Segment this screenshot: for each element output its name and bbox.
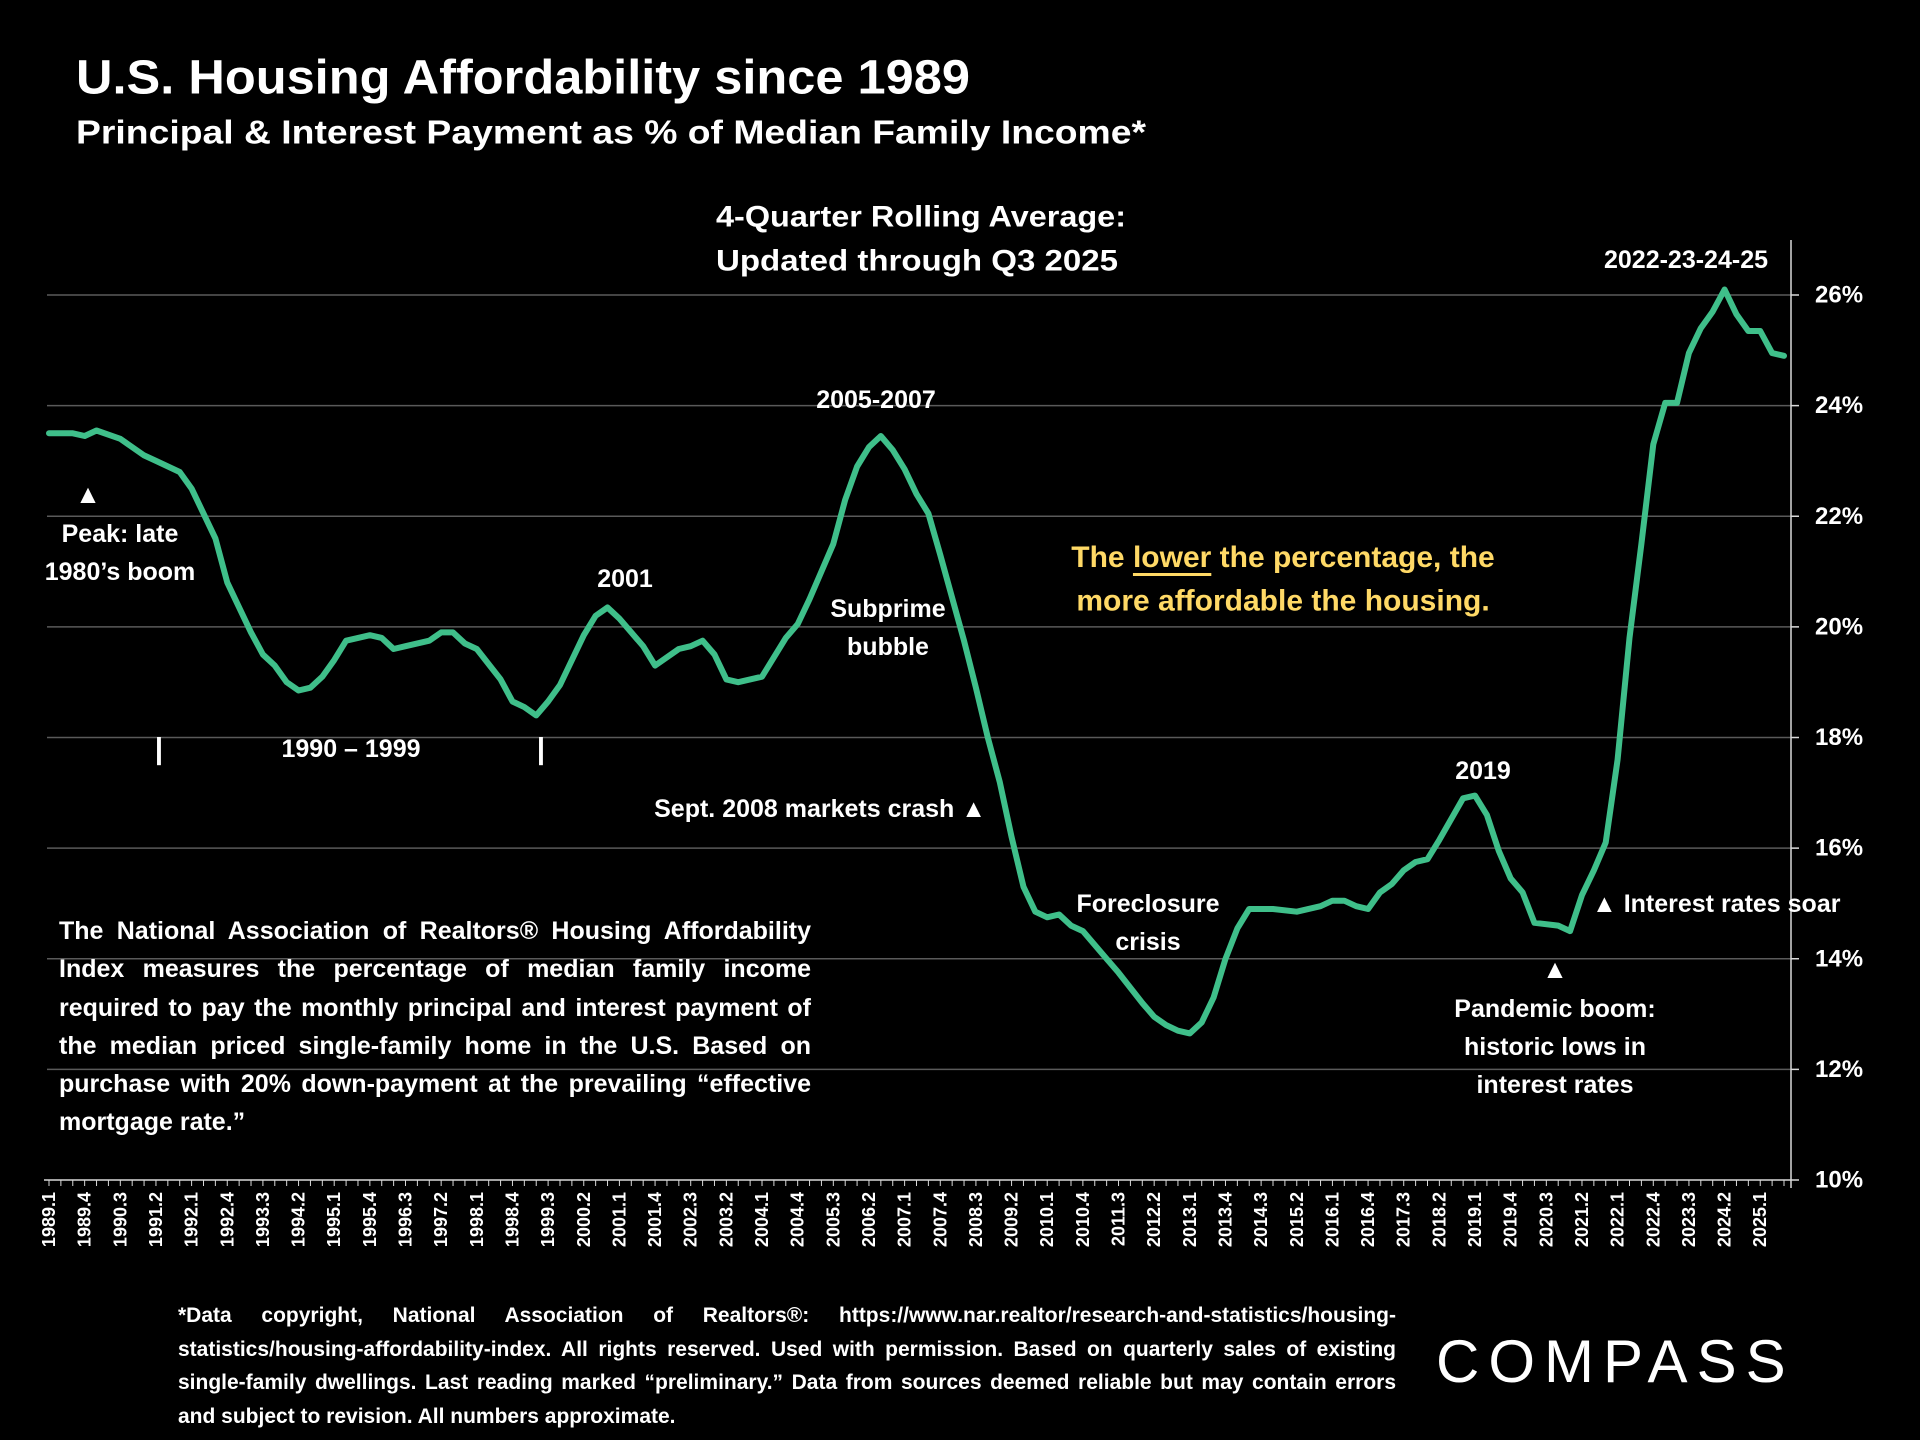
annotation-pandemic-line1: Pandemic boom: bbox=[1454, 995, 1655, 1023]
x-tick-label: 2009.2 bbox=[1002, 1192, 1022, 1247]
x-tick-label: 1998.4 bbox=[502, 1192, 522, 1247]
y-tick-label: 10% bbox=[1815, 1167, 1863, 1194]
x-tick-label: 2013.1 bbox=[1180, 1192, 1200, 1247]
x-axis: 1989.1 1989.4 1990.3 1991.2 1992.1 1992.4 1993… bbox=[39, 1179, 1791, 1247]
x-tick-label: 2008.3 bbox=[966, 1192, 986, 1247]
footnote: *Data copyright, National Association of… bbox=[178, 1304, 1396, 1428]
x-tick-label: 1995.4 bbox=[360, 1192, 380, 1247]
annotation-crash-2008: Sept. 2008 markets crash ▲ bbox=[654, 795, 986, 823]
x-tick-label: 2013.4 bbox=[1215, 1192, 1235, 1247]
y-tick-label: 22% bbox=[1815, 503, 1863, 530]
annotation-pandemic-line3: interest rates bbox=[1476, 1071, 1633, 1099]
x-tick-label: 1992.4 bbox=[217, 1192, 237, 1247]
pandemic-triangle: ▲ bbox=[1542, 954, 1568, 984]
annotation-2005-2007: 2005-2007 bbox=[816, 386, 936, 414]
annotation-decade: 1990 – 1999 bbox=[281, 735, 420, 763]
y-tick-label: 16% bbox=[1815, 835, 1863, 862]
x-tick-label: 2000.2 bbox=[574, 1192, 594, 1247]
x-tick-label: 1997.2 bbox=[431, 1192, 451, 1247]
annotation-2022-2025: 2022-23-24-25 bbox=[1604, 246, 1768, 274]
annotation-rates-soar: ▲ Interest rates soar bbox=[1592, 890, 1841, 918]
affordability-callout-line2: more affordable the housing. bbox=[1076, 585, 1489, 618]
x-tick-label: 1989.4 bbox=[75, 1192, 95, 1247]
x-tick-label: 2015.2 bbox=[1287, 1192, 1307, 1247]
callout-post: the percentage, the bbox=[1211, 541, 1494, 574]
chart-note-line2: Updated through Q3 2025 bbox=[716, 245, 1118, 278]
x-tick-label: 2021.2 bbox=[1572, 1192, 1592, 1247]
y-tick-label: 12% bbox=[1815, 1056, 1863, 1083]
x-tick-label: 1990.3 bbox=[110, 1192, 130, 1247]
x-tick-label: 2014.3 bbox=[1251, 1192, 1271, 1247]
y-tick-label: 18% bbox=[1815, 724, 1863, 751]
annotation-subprime-line2: bubble bbox=[847, 633, 929, 661]
annotation-subprime-line1: Subprime bbox=[830, 595, 945, 623]
x-tick-label: 2022.4 bbox=[1643, 1192, 1663, 1247]
x-tick-label: 2010.1 bbox=[1037, 1192, 1057, 1247]
gridlines bbox=[47, 294, 1791, 1071]
x-tick-label: 2017.3 bbox=[1394, 1192, 1414, 1247]
x-tick-label: 2025.1 bbox=[1750, 1192, 1770, 1247]
x-tick-label: 1999.3 bbox=[538, 1192, 558, 1247]
x-tick-label: 2012.2 bbox=[1144, 1192, 1164, 1247]
x-tick-label: 2020.3 bbox=[1536, 1192, 1556, 1247]
annotation-foreclosure-line1: Foreclosure bbox=[1076, 890, 1219, 918]
x-tick-label: 2016.4 bbox=[1358, 1192, 1378, 1247]
callout-underlined: lower bbox=[1133, 541, 1212, 574]
x-tick-label: 1994.2 bbox=[289, 1192, 309, 1247]
x-tick-label: 2005.3 bbox=[823, 1192, 843, 1247]
annotation-2019: 2019 bbox=[1455, 757, 1511, 785]
compass-logo: COMPASS bbox=[1436, 1328, 1795, 1395]
annotation-2001: 2001 bbox=[597, 565, 653, 593]
x-tick-label: 1995.1 bbox=[324, 1192, 344, 1247]
index-description: The National Association of Realtors® Ho… bbox=[59, 917, 811, 1137]
x-tick-label: 1992.1 bbox=[182, 1192, 202, 1247]
x-tick-label: 2023.3 bbox=[1679, 1192, 1699, 1247]
x-tick-label: 2004.1 bbox=[752, 1192, 772, 1247]
page-subtitle: Principal & Interest Payment as % of Med… bbox=[76, 114, 1146, 151]
x-tick-label: 1998.1 bbox=[467, 1192, 487, 1247]
decade-end-marker: | bbox=[537, 733, 545, 766]
annotation-peak-line1: Peak: late bbox=[62, 520, 179, 548]
x-tick-label: 1993.3 bbox=[253, 1192, 273, 1247]
x-tick-label: 2007.4 bbox=[930, 1192, 950, 1247]
annotations: ▲ Peak: late 1980’s boom | | 1990 – 1999… bbox=[45, 246, 1841, 1099]
x-tick-label: 2007.1 bbox=[895, 1192, 915, 1247]
x-tick-label: 2019.4 bbox=[1501, 1192, 1521, 1247]
x-tick-label: 2001.1 bbox=[609, 1192, 629, 1247]
chart-note-line1: 4-Quarter Rolling Average: bbox=[716, 201, 1126, 234]
decade-start-marker: | bbox=[155, 733, 163, 766]
callout-pre: The bbox=[1071, 541, 1133, 574]
annotation-pandemic-line2: historic lows in bbox=[1464, 1033, 1646, 1061]
y-tick-label: 20% bbox=[1815, 613, 1863, 640]
x-tick-label: 2001.4 bbox=[645, 1192, 665, 1247]
y-tick-label: 26% bbox=[1815, 282, 1863, 309]
series-line bbox=[46, 286, 1787, 1037]
x-tick-label: 1989.1 bbox=[39, 1192, 59, 1247]
x-tick-label: 2016.1 bbox=[1322, 1192, 1342, 1247]
x-tick-label: 2011.3 bbox=[1109, 1192, 1129, 1246]
peak-triangle: ▲ bbox=[75, 479, 101, 509]
page-title: U.S. Housing Affordability since 1989 bbox=[76, 52, 970, 105]
y-tick-label: 24% bbox=[1815, 392, 1863, 419]
x-tick-label: 2002.3 bbox=[681, 1192, 701, 1247]
affordability-callout-line1: The lower the percentage, the bbox=[1071, 541, 1494, 574]
x-tick-label: 2024.2 bbox=[1715, 1192, 1735, 1247]
y-tick-label: 14% bbox=[1815, 945, 1863, 972]
x-tick-label: 2003.2 bbox=[716, 1192, 736, 1247]
y-axis: 10% 12% 14% 16% 18% 20% 22% 24% 26% bbox=[1790, 240, 1863, 1194]
x-tick-label: 2018.2 bbox=[1429, 1192, 1449, 1247]
x-tick-label: 2022.1 bbox=[1608, 1192, 1628, 1247]
x-tick-label: 2019.1 bbox=[1465, 1192, 1485, 1247]
x-tick-label: 2004.4 bbox=[788, 1192, 808, 1247]
x-tick-label: 2006.2 bbox=[859, 1192, 879, 1247]
x-tick-label: 2010.4 bbox=[1073, 1192, 1093, 1247]
x-tick-label: 1991.2 bbox=[146, 1192, 166, 1247]
annotation-foreclosure-line2: crisis bbox=[1115, 928, 1180, 956]
annotation-peak-line2: 1980’s boom bbox=[45, 558, 196, 586]
x-tick-label: 1996.3 bbox=[396, 1192, 416, 1247]
